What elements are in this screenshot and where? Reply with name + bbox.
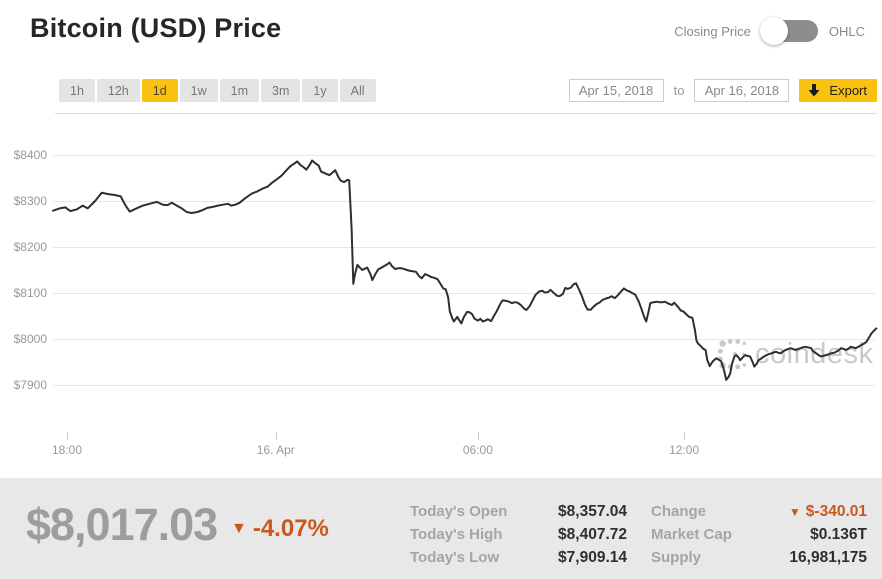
date-to-input[interactable] [694, 79, 790, 102]
y-axis-label-8200: $8200 [13, 240, 47, 254]
x-axis-tick [684, 432, 686, 440]
price-line-svg [52, 159, 878, 381]
y-gridline-8100 [53, 293, 875, 294]
toggle-knob-icon [759, 17, 788, 45]
date-from-input[interactable] [568, 79, 664, 102]
x-axis-label: 06:00 [462, 443, 493, 457]
coindesk-watermark: coindesk [716, 336, 873, 372]
range-button-3m[interactable]: 3m [261, 79, 301, 102]
price-mode-toggle-group: Closing Price OHLC [674, 17, 865, 45]
stat-label: Market Cap [651, 526, 732, 543]
stat-value: ▼ $-340.01 [788, 502, 867, 520]
stat-row-change: Change ▼ $-340.01 [651, 500, 867, 523]
export-button-label: Export [829, 83, 867, 98]
range-button-12h[interactable]: 12h [96, 79, 140, 102]
date-range-controls: to Export [568, 79, 877, 102]
current-price: $8,017.03 [26, 499, 218, 550]
range-button-1d[interactable]: 1d [141, 79, 178, 102]
stat-label: Today's Open [410, 503, 508, 520]
stat-label: Today's Low [410, 549, 500, 566]
x-axis-tick [477, 432, 479, 440]
stats-column-left: Today's Open $8,357.04 Today's High $8,407.… [410, 500, 627, 569]
toolbar-divider [55, 113, 877, 114]
y-gridline-8300 [53, 201, 875, 202]
stat-value: $0.136T [810, 525, 867, 543]
stat-value: $8,407.72 [558, 525, 627, 543]
x-axis-label: 12:00 [669, 443, 700, 457]
time-range-button-group: 1h 12h 1d 1w 1m 3m 1y All [59, 79, 376, 102]
price-mode-toggle[interactable] [759, 17, 818, 45]
x-axis-tick [67, 432, 69, 440]
down-triangle-icon: ▼ [788, 504, 801, 519]
range-button-1w[interactable]: 1w [179, 79, 218, 102]
watermark-text: coindesk [755, 337, 874, 370]
stat-label: Change [651, 503, 707, 520]
page-title: Bitcoin (USD) Price [30, 13, 282, 43]
download-arrow-icon [808, 84, 820, 97]
range-button-all[interactable]: All [339, 79, 376, 102]
date-range-to-label: to [673, 83, 685, 98]
coindesk-logo-icon [717, 338, 747, 370]
range-button-1h[interactable]: 1h [59, 79, 95, 102]
toggle-label-closing-price: Closing Price [674, 23, 751, 39]
stat-row-market-cap: Market Cap $0.136T [651, 523, 867, 546]
x-axis-label: 18:00 [52, 443, 83, 457]
stat-row-today-s-open: Today's Open $8,357.04 [410, 500, 627, 523]
y-axis-label-8400: $8400 [13, 148, 47, 162]
stat-row-today-s-high: Today's High $8,407.72 [410, 523, 627, 546]
stat-label: Supply [651, 549, 702, 566]
stats-column-right: Change ▼ $-340.01 Market Cap $0.136T Supply 16… [651, 500, 867, 569]
percent-change: ▼ -4.07% [231, 515, 329, 543]
stat-value: $7,909.14 [558, 548, 627, 566]
stat-row-today-s-low: Today's Low $7,909.14 [410, 546, 627, 569]
export-button[interactable]: Export [799, 79, 877, 102]
stat-row-supply: Supply 16,981,175 [651, 546, 867, 569]
toggle-label-ohlc: OHLC [828, 23, 865, 39]
range-button-1y[interactable]: 1y [302, 79, 338, 102]
x-axis-label: 16. Apr [256, 443, 295, 457]
stat-value: 16,981,175 [789, 548, 867, 566]
y-axis-label-8300: $8300 [13, 194, 47, 208]
y-gridline-7900 [53, 385, 875, 386]
percent-change-value: -4.07% [252, 515, 329, 542]
range-button-1m[interactable]: 1m [219, 79, 260, 102]
down-triangle-icon: ▼ [231, 520, 247, 537]
stat-label: Today's High [410, 526, 503, 543]
y-gridline-8400 [53, 155, 875, 156]
x-axis-tick [275, 432, 277, 440]
summary-footer [0, 478, 882, 579]
y-axis-label-8000: $8000 [13, 332, 47, 346]
y-gridline-8200 [53, 247, 875, 248]
y-axis-label-8100: $8100 [13, 286, 47, 300]
stat-value: $8,357.04 [558, 502, 627, 520]
y-axis-label-7900: $7900 [13, 378, 47, 392]
